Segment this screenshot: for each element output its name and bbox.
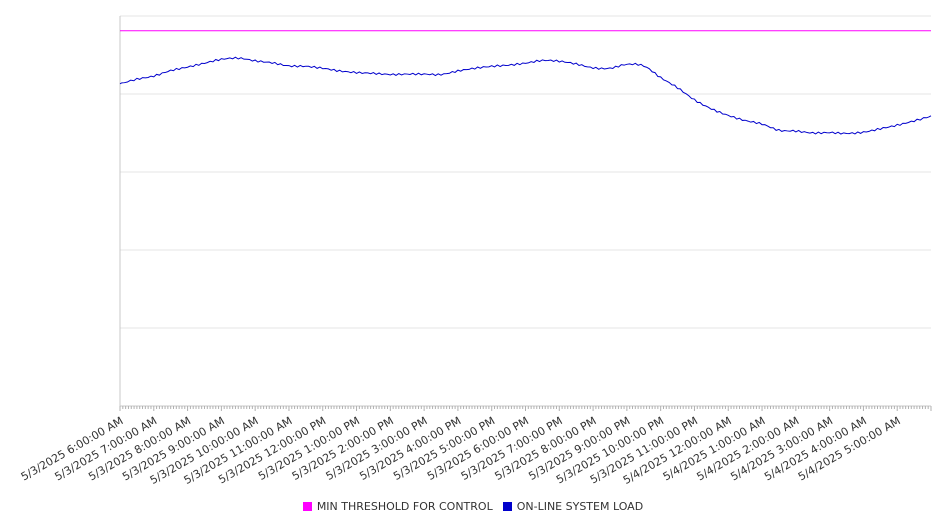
legend-item: MIN THRESHOLD FOR CONTROL bbox=[302, 499, 493, 513]
legend-label: MIN THRESHOLD FOR CONTROL bbox=[316, 499, 493, 513]
legend-swatch bbox=[502, 501, 512, 511]
legend-item: ON-LINE SYSTEM LOAD bbox=[502, 499, 644, 513]
series-lines bbox=[119, 30, 932, 135]
axes bbox=[119, 16, 931, 407]
x-axis-tick-labels: 5/3/2025 6:00:00 AM5/3/2025 7:00:00 AM5/… bbox=[19, 414, 903, 487]
legend: MIN THRESHOLD FOR CONTROL ON-LINE SYSTEM … bbox=[0, 498, 946, 514]
legend-label: ON-LINE SYSTEM LOAD bbox=[516, 499, 644, 513]
legend-swatch bbox=[302, 501, 312, 511]
x-axis-ticks bbox=[119, 406, 932, 411]
gridlines bbox=[120, 15, 931, 329]
series-line-on-line-system-load bbox=[119, 56, 932, 135]
